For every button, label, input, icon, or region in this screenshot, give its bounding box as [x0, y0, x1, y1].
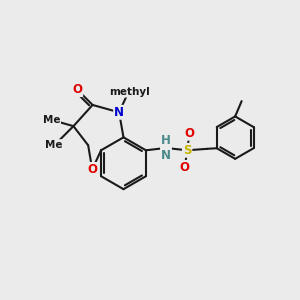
Text: O: O: [184, 127, 194, 140]
Text: Me: Me: [43, 115, 60, 125]
Text: O: O: [180, 161, 190, 174]
Text: N: N: [114, 106, 124, 119]
Text: O: O: [87, 163, 97, 176]
Text: H
N: H N: [161, 134, 171, 162]
Text: Me: Me: [45, 140, 62, 150]
Text: methyl: methyl: [109, 87, 150, 97]
Text: O: O: [72, 83, 82, 96]
Text: S: S: [183, 144, 191, 157]
